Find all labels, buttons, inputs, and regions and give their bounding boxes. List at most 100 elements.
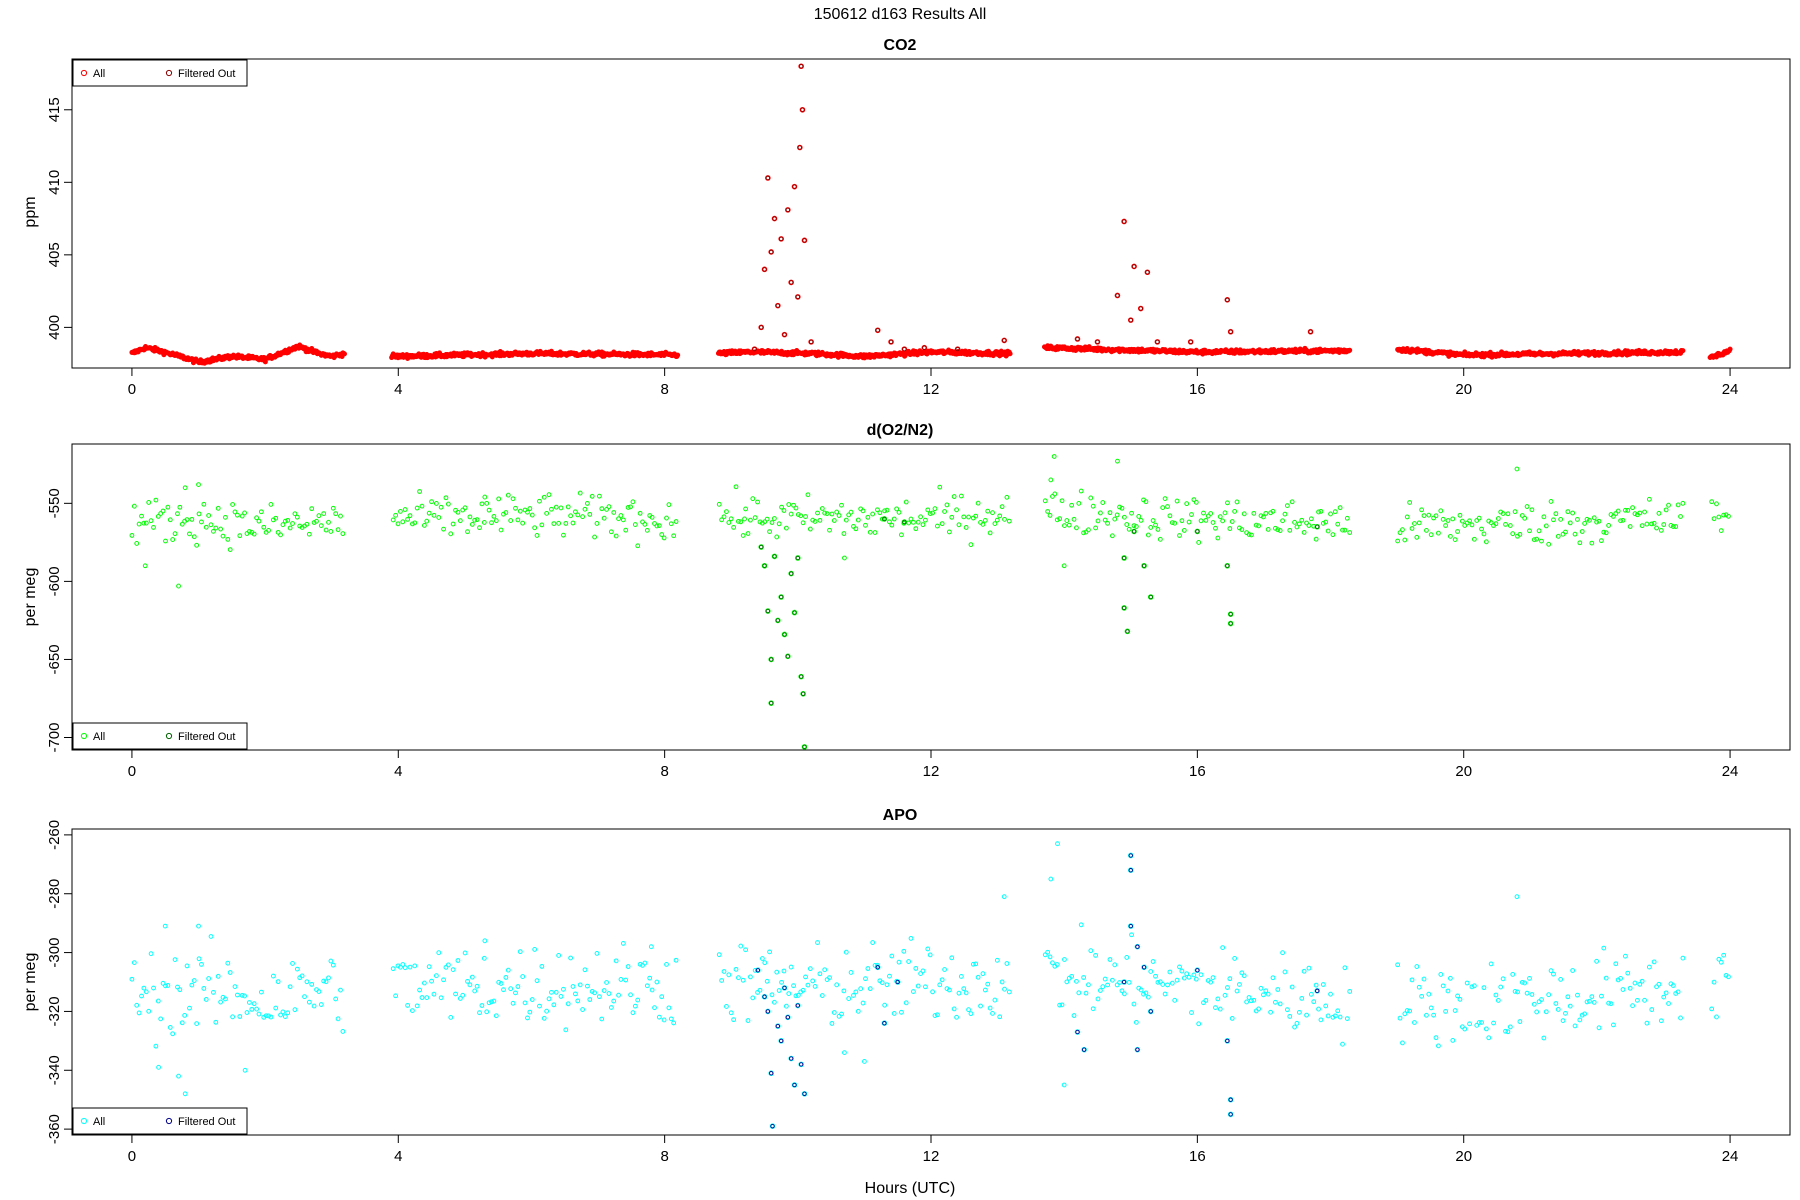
apo-all-point (1133, 1019, 1139, 1025)
apo-all-point (290, 961, 295, 966)
apo-all-point (862, 1059, 867, 1064)
apo-all-point (1572, 1023, 1578, 1029)
o2n2-legend: All Filtered Out (72, 722, 248, 750)
o2n2-all-point (618, 513, 624, 518)
o2n2-all-point (1503, 521, 1508, 527)
co2-filtered-all-ring (765, 175, 771, 181)
o2n2-all-point (750, 496, 756, 502)
apo-all-point (748, 974, 753, 980)
apo-all-point (771, 999, 777, 1005)
o2n2-all-point (1174, 498, 1180, 504)
o2n2-filtered-point (759, 544, 764, 550)
o2n2-all-point (405, 516, 411, 522)
apo-all-point (585, 983, 590, 989)
o2n2-all-point (1112, 516, 1118, 522)
co2-filtered-all-ring (791, 183, 798, 190)
o2n2-all-point (899, 532, 904, 538)
co2-filtered-point (1121, 219, 1127, 224)
apo-all-point (1459, 1024, 1465, 1030)
o2n2-all-point (1457, 512, 1463, 518)
apo-all-point (551, 1002, 557, 1008)
o2n2-all-point (630, 499, 636, 505)
apo-all-point (410, 1008, 415, 1013)
o2n2-all-point (1299, 517, 1305, 523)
apo-all-point (762, 960, 768, 966)
o2n2-all-point (786, 502, 792, 507)
o2n2-all-point (1165, 504, 1170, 509)
apo-all-point (1186, 974, 1192, 980)
o2n2-all-point (1663, 507, 1669, 513)
apo-all-point (1539, 997, 1544, 1002)
apo-all-point (1455, 993, 1460, 999)
apo-all-point (1726, 974, 1731, 980)
apo-all-point (477, 1010, 482, 1016)
apo-all-point (1474, 1022, 1480, 1028)
apo-all-point (1107, 957, 1113, 962)
o2n2-all-point (1109, 533, 1115, 539)
o2n2-all-point (424, 518, 430, 524)
co2-filtered-point (808, 339, 814, 345)
apo-all-point (1395, 962, 1401, 968)
o2n2-all-point (942, 509, 947, 514)
o2n2-all-point (1095, 518, 1101, 524)
apo-all-point (1426, 991, 1432, 997)
apo-all-point (731, 1017, 737, 1023)
apo-all-point (436, 950, 442, 956)
o2n2-filtered-point (1141, 563, 1147, 568)
apo-all-point (489, 999, 494, 1005)
o2n2-all-point (441, 526, 446, 532)
apo-all-point (1596, 1025, 1602, 1031)
o2n2-all-point (1148, 525, 1154, 530)
co2-filtered-point (792, 184, 797, 189)
apo-all-point (1062, 957, 1067, 962)
o2n2-filtered-point (769, 657, 774, 662)
apo-all-point (1658, 1018, 1664, 1024)
o2n2-all-point (1234, 499, 1240, 505)
o2n2-all-point (599, 506, 605, 512)
apo-all-point (819, 993, 825, 998)
apo-y-tick-label: -340 (46, 1055, 63, 1085)
o2n2-all-point (587, 511, 593, 517)
apo-all-point (851, 993, 856, 998)
o2n2-all-point (963, 525, 969, 530)
apo-all-point (544, 1008, 550, 1014)
o2n2-all-point (443, 495, 449, 501)
o2n2-all-point (206, 513, 212, 518)
o2n2-filtered-point (1228, 612, 1233, 617)
o2n2-all-point (824, 511, 830, 517)
o2n2-all-point (1121, 514, 1127, 520)
apo-all-point (1634, 997, 1640, 1003)
o2n2-all-point (182, 485, 188, 491)
co2-filtered-all-ring (1127, 317, 1134, 323)
o2n2-filtered-point (1195, 529, 1200, 534)
apo-all-point (1050, 960, 1055, 966)
o2n2-all-point (628, 504, 633, 510)
apo-all-point (939, 977, 945, 983)
apo-all-point (637, 961, 643, 967)
apo-all-point (309, 981, 315, 987)
apo-all-point (793, 993, 799, 999)
o2n2-all-point (1404, 514, 1410, 520)
o2n2-all-point (635, 543, 641, 549)
apo-all-point (671, 1020, 677, 1026)
apo-all-point (1577, 1017, 1583, 1023)
o2n2-all-point (1670, 524, 1676, 529)
apo-all-point (1138, 987, 1144, 993)
apo-all-point (1160, 982, 1166, 987)
co2-plot-frame (71, 58, 1791, 369)
apo-all-point (1316, 1006, 1321, 1012)
apo-all-point (323, 979, 329, 985)
apo-all-point (165, 983, 171, 988)
o2n2-all-point (1469, 522, 1475, 528)
o2n2-all-point (318, 523, 324, 529)
apo-all-point (1296, 1009, 1302, 1015)
o2n2-all-point (1606, 523, 1612, 528)
o2n2-all-point (1527, 528, 1532, 534)
apo-all-point (736, 975, 741, 981)
o2n2-filtered-all-ring (1227, 611, 1234, 617)
apo-all-point (759, 956, 765, 961)
o2n2-all-point (254, 515, 259, 521)
apo-all-point (817, 971, 823, 977)
o2n2-all-point (1203, 517, 1209, 523)
o2n2-all-point (570, 520, 576, 526)
